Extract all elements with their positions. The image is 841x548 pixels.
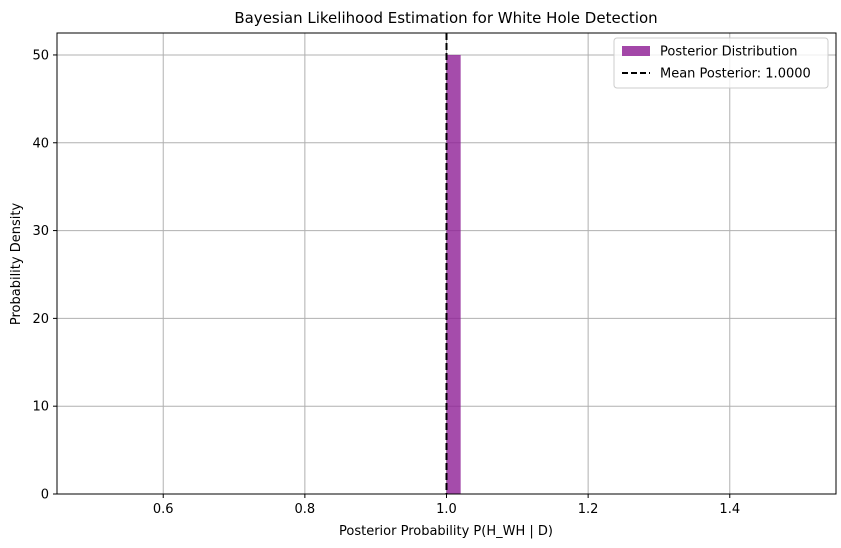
histogram-bars: [446, 54, 461, 494]
x-ticks: 0.6 0.8 1.0 1.2 1.4: [153, 494, 740, 517]
histogram-bar-0: [446, 54, 461, 494]
x-tick-label-2: 1.0: [436, 502, 457, 517]
y-axis-label: Probability Density: [9, 203, 24, 326]
y-tick-label-4: 40: [32, 136, 49, 151]
x-axis-label: Posterior Probability P(H_WH | D): [339, 524, 553, 539]
legend-label-1: Mean Posterior: 1.0000: [660, 67, 811, 82]
legend: Posterior Distribution Mean Posterior: 1.…: [613, 37, 829, 89]
x-tick-label-3: 1.2: [578, 502, 599, 517]
legend-box: [613, 37, 829, 89]
x-tick-label-1: 0.8: [295, 502, 316, 517]
x-tick-label-0: 0.6: [153, 502, 174, 517]
y-tick-label-3: 30: [32, 224, 49, 239]
legend-label-0: Posterior Distribution: [660, 45, 797, 60]
y-ticks: 0 10 20 30 40 50: [32, 48, 57, 503]
legend-swatch-posterior: [622, 46, 650, 56]
x-tick-label-4: 1.4: [719, 502, 740, 517]
y-tick-label-2: 20: [32, 312, 49, 327]
y-tick-label-1: 10: [32, 400, 49, 415]
y-tick-label-5: 50: [32, 48, 49, 63]
chart-title: Bayesian Likelihood Estimation for White…: [234, 9, 657, 27]
y-tick-label-0: 0: [41, 488, 49, 503]
